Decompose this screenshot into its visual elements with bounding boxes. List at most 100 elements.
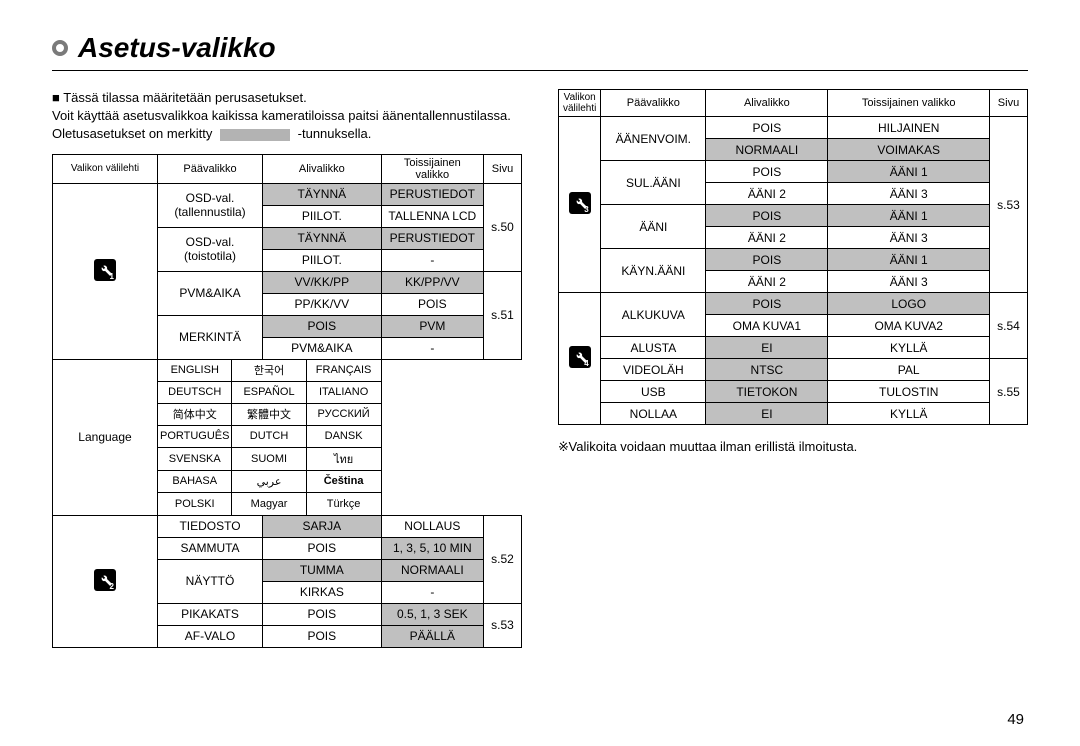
page-cell: s.54 (990, 293, 1028, 359)
sub-cell: NTSC (706, 359, 828, 381)
sec-cell: ÄÄNI 3 (828, 227, 990, 249)
lang-option: 简体中文 (158, 404, 232, 426)
sec-cell: LOGO (828, 293, 990, 315)
sec-cell: 1, 3, 5, 10 MIN (381, 537, 483, 559)
main-cell: MERKINTÄ (158, 315, 263, 359)
sec-cell: - (381, 337, 483, 359)
sub-cell: OMA KUVA1 (706, 315, 828, 337)
lang-option: 繁體中文 (232, 404, 306, 426)
wrench-icon: 1 (94, 259, 116, 281)
table-row: SUL.ÄÄNIPOISÄÄNI 1 (559, 161, 1028, 183)
lang-option: ITALIANO (307, 382, 381, 404)
sec-cell: - (381, 249, 483, 271)
main-cell: OSD-val. (tallennustila) (158, 183, 263, 227)
sec-cell: ÄÄNI 1 (828, 205, 990, 227)
lang-option: 한국어 (232, 360, 306, 382)
lang-option: ESPAÑOL (232, 382, 306, 404)
left-table: Valikon välilehti Päävalikko Alivalikko … (52, 154, 522, 648)
sub-cell: PP/KK/VV (263, 293, 382, 315)
sec-cell: - (381, 581, 483, 603)
sec-cell: PERUSTIEDOT (381, 227, 483, 249)
main-cell: NOLLAA (601, 403, 706, 425)
table-row: 3ÄÄNENVOIM.POISHILJAINENs.53 (559, 117, 1028, 139)
hdr-sec: Toissijainen valikko (828, 90, 990, 117)
sub-cell: SARJA (263, 515, 382, 537)
lang-option: Magyar (232, 493, 306, 515)
sub-cell: NORMAALI (706, 139, 828, 161)
right-column: Valikon välilehti Päävalikko Alivalikko … (558, 89, 1028, 648)
sub-cell: POIS (706, 205, 828, 227)
table-row: ÄÄNIPOISÄÄNI 1 (559, 205, 1028, 227)
sec-cell: 0.5, 1, 3 SEK (381, 603, 483, 625)
page-title-row: Asetus-valikko (52, 32, 1028, 64)
sec-cell: POIS (381, 293, 483, 315)
sec-cell: PÄÄLLÄ (381, 625, 483, 647)
page-number: 49 (1007, 711, 1024, 728)
main-cell: TIEDOSTO (158, 515, 263, 537)
lang-grid-cell: ENGLISH한국어FRANÇAISDEUTSCHESPAÑOLITALIANO… (158, 359, 382, 515)
sec-cell: KYLLÄ (828, 403, 990, 425)
sec-cell: TALLENNA LCD (381, 205, 483, 227)
lang-option: عربي (232, 471, 306, 493)
page-cell: s.52 (484, 515, 522, 603)
sub-cell: POIS (263, 537, 382, 559)
hdr-main: Päävalikko (158, 154, 263, 183)
table-row: KÄYN.ÄÄNIPOISÄÄNI 1 (559, 249, 1028, 271)
table-row: 1OSD-val. (tallennustila)TÄYNNÄPERUSTIED… (53, 183, 522, 205)
default-marker-icon (220, 129, 290, 141)
sec-cell: PAL (828, 359, 990, 381)
main-cell: AF-VALO (158, 625, 263, 647)
main-cell: PVM&AIKA (158, 271, 263, 315)
sub-cell: POIS (706, 161, 828, 183)
intro-line3a: Oletusasetukset on merkitty (52, 126, 212, 141)
table-row: 2TIEDOSTOSARJANOLLAUSs.52 (53, 515, 522, 537)
sub-cell: ÄÄNI 2 (706, 183, 828, 205)
table-row: ALUSTAEIKYLLÄ (559, 337, 1028, 359)
hdr-sec: Toissijainen valikko (381, 154, 483, 183)
hdr-sub: Alivalikko (706, 90, 828, 117)
sec-cell: NORMAALI (381, 559, 483, 581)
sec-cell: VOIMAKAS (828, 139, 990, 161)
hdr-pg: Sivu (484, 154, 522, 183)
main-cell: ÄÄNENVOIM. (601, 117, 706, 161)
tab-cell: 2 (53, 515, 158, 647)
sec-cell: ÄÄNI 3 (828, 183, 990, 205)
sub-cell: POIS (263, 315, 382, 337)
hdr-tab: Valikon välilehti (53, 154, 158, 183)
sub-cell: PIILOT. (263, 205, 382, 227)
sub-cell: KIRKAS (263, 581, 382, 603)
page-title: Asetus-valikko (78, 32, 276, 64)
sub-cell: TIETOKON (706, 381, 828, 403)
sec-cell: NOLLAUS (381, 515, 483, 537)
sub-cell: TÄYNNÄ (263, 183, 382, 205)
sub-cell: TUMMA (263, 559, 382, 581)
main-cell: USB (601, 381, 706, 403)
page-cell: s.53 (990, 117, 1028, 293)
main-cell: ÄÄNI (601, 205, 706, 249)
sub-cell: ÄÄNI 2 (706, 271, 828, 293)
lang-option: РУССКИЙ (307, 404, 381, 426)
table-row: VIDEOLÄHNTSCPALs.55 (559, 359, 1028, 381)
main-cell: VIDEOLÄH (601, 359, 706, 381)
main-cell: KÄYN.ÄÄNI (601, 249, 706, 293)
main-cell: ALKUKUVA (601, 293, 706, 337)
sec-cell: KK/PP/VV (381, 271, 483, 293)
sub-cell: PIILOT. (263, 249, 382, 271)
lang-option: ไทย (307, 448, 381, 471)
lang-option: Čeština (307, 471, 381, 493)
intro-line3b: -tunnuksella. (298, 126, 372, 141)
table-header-row: Valikon välilehti Päävalikko Alivalikko … (559, 90, 1028, 117)
lang-option: SUOMI (232, 448, 306, 471)
page-cell: s.50 (484, 183, 522, 271)
wrench-icon: 4 (569, 346, 591, 368)
sec-cell: PERUSTIEDOT (381, 183, 483, 205)
intro-line1: Tässä tilassa määritetään perusasetukset… (52, 90, 307, 105)
sec-cell: OMA KUVA2 (828, 315, 990, 337)
sec-cell: ÄÄNI 1 (828, 161, 990, 183)
title-underline (52, 70, 1028, 71)
lang-option: DANSK (307, 426, 381, 448)
lang-option: FRANÇAIS (307, 360, 381, 382)
sub-cell: EI (706, 337, 828, 359)
intro-line2: Voit käyttää asetusvalikkoa kaikissa kam… (52, 108, 511, 123)
sub-cell: TÄYNNÄ (263, 227, 382, 249)
